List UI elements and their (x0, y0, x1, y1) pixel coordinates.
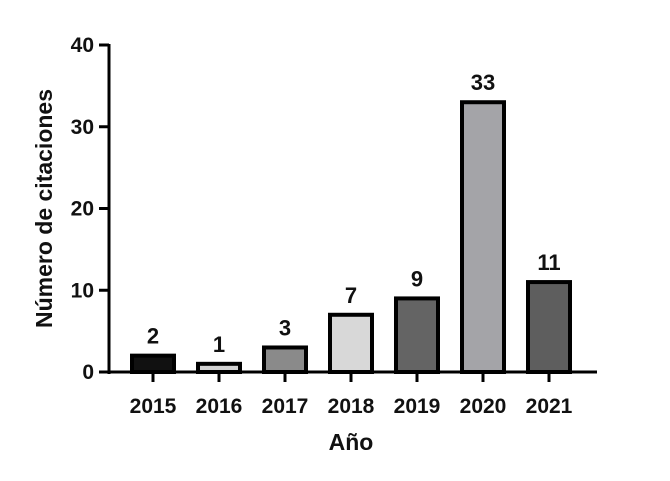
bar (328, 312, 374, 374)
x-tick-label: 2021 (526, 395, 573, 418)
x-ticks-group: 2015 2016 2017 2018 2019 2020 2021 (130, 372, 573, 418)
bar-data-label: 1 (213, 332, 225, 357)
bar-data-label: 2 (147, 324, 159, 349)
y-tick-label: 20 (71, 198, 94, 221)
bar-data-label: 9 (411, 266, 423, 291)
x-tick-label: 2015 (130, 395, 177, 418)
y-tick-label: 30 (71, 116, 94, 139)
bar-data-label: 11 (537, 250, 560, 275)
bar (262, 345, 308, 375)
bar-data-label: 33 (471, 70, 495, 95)
x-tick-label: 2016 (196, 395, 243, 418)
x-tick-label: 2020 (460, 395, 507, 418)
y-axis-title: Número de citaciones (31, 89, 57, 328)
bar (460, 100, 506, 374)
data-labels-group: 2 1 3 7 9 33 11 (147, 70, 561, 357)
x-axis-title: Año (329, 429, 374, 455)
y-tick-label: 0 (82, 361, 94, 384)
bar (130, 353, 176, 374)
x-tick-label: 2019 (394, 395, 441, 418)
bar (526, 280, 572, 375)
bar (394, 296, 440, 374)
bar-data-label: 7 (345, 283, 357, 308)
y-tick-label: 10 (71, 279, 94, 302)
y-tick-label: 40 (71, 34, 94, 57)
x-tick-label: 2018 (328, 395, 375, 418)
y-ticks-group: 0 10 20 30 40 (71, 34, 109, 384)
bar-data-label: 3 (279, 315, 291, 340)
x-tick-label: 2017 (262, 395, 309, 418)
bars-group (130, 100, 572, 375)
